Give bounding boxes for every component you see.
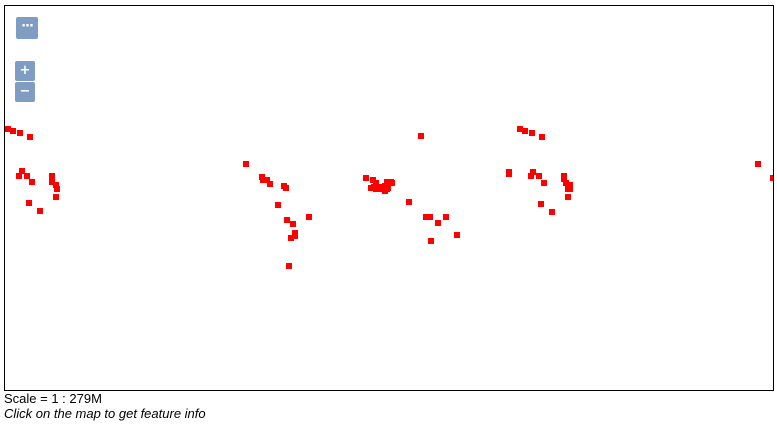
zoom-out-button[interactable]: − xyxy=(15,82,35,102)
feature-marker[interactable] xyxy=(29,179,35,185)
feature-marker[interactable] xyxy=(306,214,312,220)
feature-marker[interactable] xyxy=(49,179,55,185)
feature-marker[interactable] xyxy=(770,175,773,181)
feature-marker[interactable] xyxy=(529,130,535,136)
feature-marker[interactable] xyxy=(567,182,573,188)
feature-marker[interactable] xyxy=(27,134,33,140)
feature-marker[interactable] xyxy=(536,173,542,179)
plus-icon: + xyxy=(19,63,31,78)
zoom-in-button[interactable]: + xyxy=(15,61,35,81)
feature-marker[interactable] xyxy=(373,180,379,186)
feature-marker[interactable] xyxy=(406,199,412,205)
feature-marker[interactable] xyxy=(563,180,569,186)
feature-marker[interactable] xyxy=(54,186,60,192)
feature-info-hint: Click on the map to get feature info xyxy=(4,406,206,421)
feature-marker[interactable] xyxy=(517,126,523,132)
menu-button[interactable]: ··· xyxy=(16,17,38,39)
feature-marker[interactable] xyxy=(10,128,16,134)
feature-marker[interactable] xyxy=(565,194,571,200)
feature-marker[interactable] xyxy=(528,173,534,179)
feature-marker[interactable] xyxy=(384,179,390,185)
feature-marker[interactable] xyxy=(567,186,573,192)
feature-marker[interactable] xyxy=(275,202,281,208)
feature-marker[interactable] xyxy=(286,263,292,269)
map-viewport[interactable]: ··· + − xyxy=(4,5,774,391)
feature-marker[interactable] xyxy=(454,232,460,238)
feature-marker[interactable] xyxy=(363,175,369,181)
more-horizontal-icon: ··· xyxy=(21,19,34,34)
feature-marker[interactable] xyxy=(755,161,761,167)
feature-marker[interactable] xyxy=(19,168,25,174)
minus-icon: − xyxy=(19,84,31,99)
feature-marker[interactable] xyxy=(530,169,536,175)
feature-marker[interactable] xyxy=(435,220,441,226)
feature-marker[interactable] xyxy=(26,200,32,206)
feature-marker[interactable] xyxy=(539,134,545,140)
feature-marker[interactable] xyxy=(428,238,434,244)
feature-marker[interactable] xyxy=(53,194,59,200)
feature-marker[interactable] xyxy=(53,182,59,188)
feature-marker[interactable] xyxy=(16,173,22,179)
feature-marker[interactable] xyxy=(443,214,449,220)
feature-marker[interactable] xyxy=(538,201,544,207)
feature-marker[interactable] xyxy=(284,217,290,223)
feature-marker[interactable] xyxy=(423,214,429,220)
feature-marker[interactable] xyxy=(290,221,296,227)
feature-marker[interactable] xyxy=(427,214,433,220)
feature-marker[interactable] xyxy=(418,133,424,139)
feature-marker[interactable] xyxy=(389,180,395,186)
feature-marker[interactable] xyxy=(283,185,289,191)
feature-marker[interactable] xyxy=(541,180,547,186)
feature-marker[interactable] xyxy=(292,233,298,239)
feature-marker[interactable] xyxy=(522,128,528,134)
feature-marker[interactable] xyxy=(5,126,11,132)
feature-marker[interactable] xyxy=(561,176,567,182)
feature-marker[interactable] xyxy=(549,209,555,215)
feature-marker[interactable] xyxy=(368,185,374,191)
feature-marker[interactable] xyxy=(24,173,30,179)
feature-marker[interactable] xyxy=(37,208,43,214)
feature-marker[interactable] xyxy=(267,181,273,187)
feature-marker[interactable] xyxy=(49,173,55,179)
feature-layer[interactable] xyxy=(5,6,773,390)
feature-marker[interactable] xyxy=(17,130,23,136)
feature-marker[interactable] xyxy=(260,177,266,183)
feature-marker[interactable] xyxy=(506,171,512,177)
feature-marker[interactable] xyxy=(288,235,294,241)
feature-marker[interactable] xyxy=(264,177,270,183)
scale-text: Scale = 1 : 279M xyxy=(4,391,102,406)
feature-marker[interactable] xyxy=(385,185,391,191)
feature-marker[interactable] xyxy=(243,161,249,167)
